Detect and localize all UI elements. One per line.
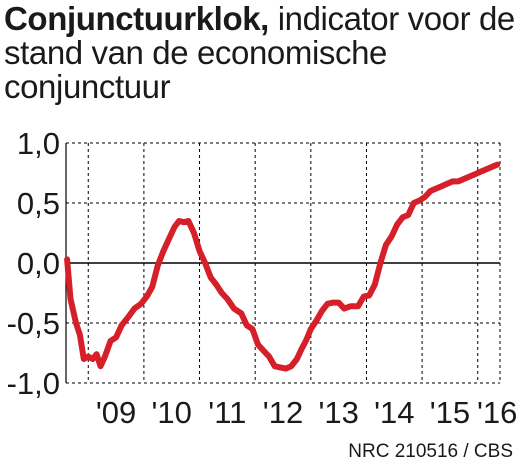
line-layer bbox=[64, 161, 501, 372]
chart-heading: Conjunctuurklok, indicator voor de stand… bbox=[4, 2, 518, 104]
x-tick-label: '11 bbox=[208, 395, 246, 430]
chart-title-bold: Conjunctuurklok, bbox=[4, 0, 269, 37]
axis-layer bbox=[65, 143, 500, 383]
label-layer: 1,0 0,5 0,0 -0,5 -1,0 '09 '10 '11 '12 '13 '14 '15'1… bbox=[7, 126, 518, 430]
x-tick-label: '15 bbox=[430, 395, 470, 430]
series-line bbox=[64, 161, 501, 372]
x-tick-label: '16 bbox=[477, 395, 517, 430]
y-tick-label: -1,0 bbox=[7, 366, 60, 401]
source-credit: NRC 210516 / CBS bbox=[348, 441, 513, 462]
y-tick-label: 1,0 bbox=[17, 126, 60, 161]
y-tick-label: -0,5 bbox=[7, 306, 60, 341]
x-tick-label: '10 bbox=[152, 395, 192, 430]
y-tick-label: 0,5 bbox=[17, 186, 60, 221]
x-tick-label: '09 bbox=[96, 395, 136, 430]
chart-title-rest: indicator voor de stand van de economisc… bbox=[4, 0, 515, 105]
x-tick-label: '12 bbox=[263, 395, 303, 430]
x-tick-label: '13 bbox=[318, 395, 358, 430]
x-tick-label: '14 bbox=[374, 395, 414, 430]
y-tick-label: 0,0 bbox=[17, 246, 60, 281]
